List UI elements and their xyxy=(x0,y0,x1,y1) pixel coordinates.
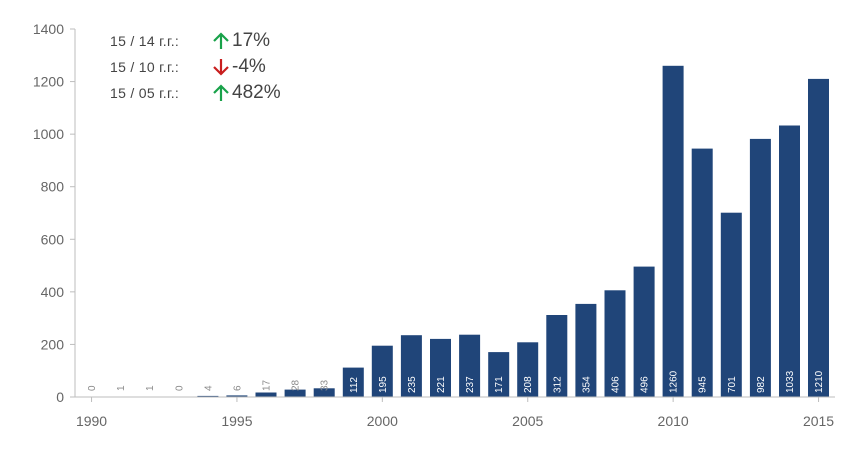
y-tick-label: 1400 xyxy=(33,21,64,37)
bar-value-label: 1033 xyxy=(785,370,796,393)
bar-value-label: 982 xyxy=(756,376,767,393)
data-labels-layer: 0 1 1 0 4 6 17 28 33 112 195 235 221 237 171 208 312 354 4… xyxy=(87,370,825,393)
stat-label: 15 / 10 г.г.: xyxy=(110,59,180,75)
bar-value-label: 945 xyxy=(698,376,709,393)
bar-value-label: 33 xyxy=(320,379,331,391)
y-tick-label: 200 xyxy=(41,336,65,352)
stat-value: 482% xyxy=(232,82,281,103)
bar-value-label: 354 xyxy=(581,376,592,393)
bar-2015 xyxy=(808,78,829,398)
bar-2002 xyxy=(430,338,451,397)
bar-2006 xyxy=(546,315,568,397)
bar-value-label: 28 xyxy=(291,379,302,391)
y-axis-ticks: 0 200 400 600 800 1000 1200 1400 xyxy=(33,21,75,405)
bar-2003 xyxy=(459,334,481,397)
stat-row-15-14: 15 / 14 г.г.: 17% xyxy=(110,28,281,54)
change-summary: 15 / 14 г.г.: 17% 15 / 10 г.г.: -4% 15 /… xyxy=(110,28,281,106)
bar-2008 xyxy=(604,290,626,397)
bar-1996 xyxy=(255,392,277,397)
y-tick-label: 1000 xyxy=(33,126,64,142)
y-tick-label: 0 xyxy=(56,389,64,405)
bar-1995 xyxy=(226,395,248,397)
bar-value-label: 235 xyxy=(407,376,418,393)
bar-1998 xyxy=(313,388,335,397)
bar-1994 xyxy=(197,395,219,397)
x-tick-label: 2005 xyxy=(512,413,543,429)
bar-value-label: 0 xyxy=(174,385,185,391)
bar-value-label: 0 xyxy=(87,385,98,391)
stat-label: 15 / 05 г.г.: xyxy=(110,85,180,101)
x-tick-label: 1995 xyxy=(221,413,252,429)
bar-2013 xyxy=(749,138,771,397)
bar-value-label: 312 xyxy=(552,376,563,393)
stat-row-15-05: 15 / 05 г.г.: 482% xyxy=(110,80,281,106)
arrow-up-icon xyxy=(213,32,229,49)
bar-value-label: 208 xyxy=(523,376,534,393)
x-tick-label: 2015 xyxy=(803,413,834,429)
bar-value-label: 17 xyxy=(262,379,273,391)
x-axis-ticks: 1990 1995 2000 2005 2010 2015 xyxy=(76,397,834,429)
stat-value: 17% xyxy=(232,30,271,51)
bar-1997 xyxy=(284,389,306,397)
bar-value-label: 237 xyxy=(465,376,476,393)
bar-value-label: 171 xyxy=(494,376,505,393)
y-tick-label: 1200 xyxy=(33,74,64,90)
bar-value-label: 701 xyxy=(727,376,738,393)
x-tick-label: 2000 xyxy=(367,413,398,429)
bar-value-label: 406 xyxy=(611,376,622,393)
bar-value-label: 221 xyxy=(436,376,447,393)
bars-layer xyxy=(110,65,829,398)
bar-value-label: 1 xyxy=(116,385,127,391)
stat-row-15-10: 15 / 10 г.г.: -4% xyxy=(110,54,281,80)
bar-2010 xyxy=(662,65,684,398)
bar-value-label: 496 xyxy=(640,376,651,393)
x-tick-label: 2010 xyxy=(658,413,689,429)
bar-2005 xyxy=(517,342,539,397)
y-tick-label: 800 xyxy=(41,179,65,195)
bar-2004 xyxy=(488,352,510,397)
bar-value-label: 4 xyxy=(203,385,214,391)
bar-value-label: 1 xyxy=(145,385,156,391)
stat-value: -4% xyxy=(232,56,266,77)
arrow-down-icon xyxy=(213,59,229,76)
bar-value-label: 1260 xyxy=(669,370,680,393)
bar-1999 xyxy=(342,367,364,397)
bar-2011 xyxy=(691,148,713,397)
bar-2012 xyxy=(720,212,742,397)
arrow-up-icon xyxy=(213,84,229,101)
bar-2007 xyxy=(575,303,597,397)
bar-2009 xyxy=(633,266,655,397)
bar-value-label: 195 xyxy=(378,376,389,393)
bar-value-label: 112 xyxy=(349,377,360,393)
y-tick-label: 400 xyxy=(41,284,65,300)
y-tick-label: 600 xyxy=(41,231,65,247)
x-tick-label: 1990 xyxy=(76,413,107,429)
bar-2014 xyxy=(779,125,800,397)
bar-2000 xyxy=(371,345,393,397)
bar-value-label: 1210 xyxy=(814,370,825,393)
stat-label: 15 / 14 г.г.: xyxy=(110,33,180,49)
bar-2001 xyxy=(400,335,422,397)
bar-value-label: 6 xyxy=(232,385,243,391)
